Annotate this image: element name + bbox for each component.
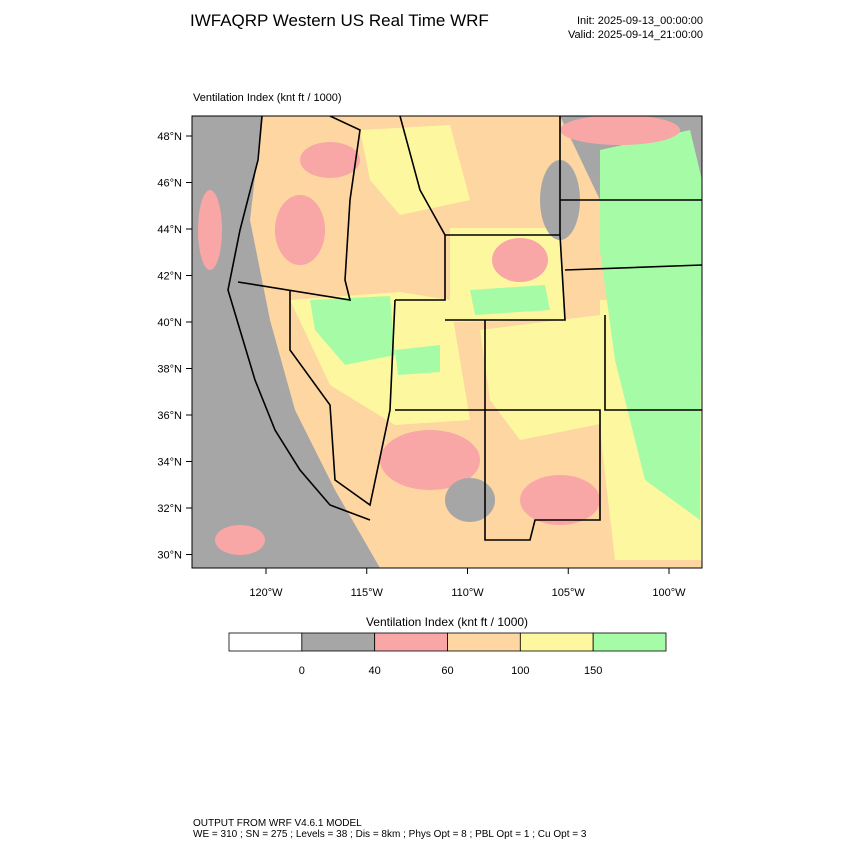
footer-line: WE = 310 ; SN = 275 ; Levels = 38 ; Dis … <box>193 829 587 840</box>
lat-label: 30°N <box>157 550 182 562</box>
lon-label: 120°W <box>249 587 283 599</box>
lat-label: 46°N <box>157 178 182 190</box>
lat-label: 32°N <box>157 503 182 515</box>
valid-time: Valid: 2025-09-14_21:00:00 <box>568 29 703 41</box>
lat-label: 44°N <box>157 224 182 236</box>
map-subtitle: Ventilation Index (knt ft / 1000) <box>193 92 342 104</box>
colorbar-title: Ventilation Index (knt ft / 1000) <box>366 615 528 629</box>
colorbar-box <box>519 632 594 652</box>
colorbar-label: 40 <box>369 665 381 677</box>
footer-line: OUTPUT FROM WRF V4.6.1 MODEL <box>193 818 362 829</box>
colorbar-label: 60 <box>441 665 453 677</box>
map-frame <box>191 115 703 569</box>
colorbar-label: 150 <box>584 665 602 677</box>
lon-label: 100°W <box>652 587 686 599</box>
init-time: Init: 2025-09-13_00:00:00 <box>577 15 703 27</box>
colorbar-box <box>447 632 521 652</box>
lat-label: 40°N <box>157 317 182 329</box>
lat-label: 42°N <box>157 271 182 283</box>
lat-label: 36°N <box>157 410 182 422</box>
lon-label: 115°W <box>351 587 384 599</box>
colorbar-label: 0 <box>299 665 305 677</box>
map-field <box>192 116 702 568</box>
colorbar-box <box>374 632 448 652</box>
colorbar-box <box>301 632 376 652</box>
title: IWFAQRP Western US Real Time WRF <box>190 11 489 30</box>
lat-label: 34°N <box>157 457 182 469</box>
lon-label: 105°W <box>552 587 586 599</box>
lat-label: 38°N <box>157 364 182 376</box>
colorbar-label: 100 <box>511 665 529 677</box>
lon-label: 110°W <box>451 587 484 599</box>
lat-label: 48°N <box>157 131 182 143</box>
colorbar-box <box>592 632 667 652</box>
colorbar-box <box>228 632 303 652</box>
